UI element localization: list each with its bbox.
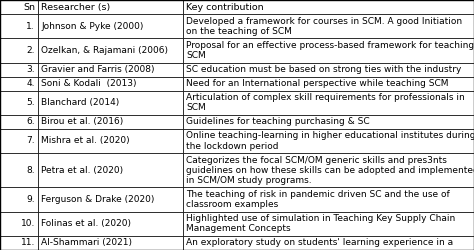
Text: Researcher (s): Researcher (s) [41, 2, 110, 12]
Text: Johnson & Pyke (2000): Johnson & Pyke (2000) [41, 22, 143, 31]
Bar [0, 236, 38, 250]
Text: The teaching of risk in pandemic driven SC and the use of: The teaching of risk in pandemic driven … [186, 190, 450, 199]
Text: Proposal for an effective process-based framework for teaching: Proposal for an effective process-based … [186, 41, 474, 50]
Bar [38, 0, 183, 14]
Bar [38, 76, 183, 90]
Bar [0, 153, 38, 188]
Text: Management Concepts: Management Concepts [186, 224, 291, 234]
Text: 4.: 4. [27, 79, 35, 88]
Text: classroom examples: classroom examples [186, 200, 278, 209]
Text: 8.: 8. [27, 166, 35, 175]
Text: Al-Shammari (2021): Al-Shammari (2021) [41, 238, 132, 248]
Text: Blanchard (2014): Blanchard (2014) [41, 98, 119, 107]
Text: An exploratory study on students' learning experience in a: An exploratory study on students' learni… [186, 238, 453, 248]
Text: 11.: 11. [21, 238, 35, 248]
Bar [38, 236, 183, 250]
Bar [38, 38, 183, 62]
Bar [38, 153, 183, 188]
Text: 3.: 3. [27, 65, 35, 74]
Text: 2.: 2. [27, 46, 35, 55]
Text: Ferguson & Drake (2020): Ferguson & Drake (2020) [41, 195, 155, 204]
Bar [38, 115, 183, 129]
Text: 7.: 7. [27, 136, 35, 145]
Text: Guidelines for teaching purchasing & SC: Guidelines for teaching purchasing & SC [186, 117, 370, 126]
Bar [38, 62, 183, 76]
Text: Ozelkan, & Rajamani (2006): Ozelkan, & Rajamani (2006) [41, 46, 168, 55]
Text: SC education must be based on strong ties with the industry: SC education must be based on strong tie… [186, 65, 461, 74]
Text: Sn: Sn [23, 2, 35, 12]
Text: 10.: 10. [21, 219, 35, 228]
Bar [0, 0, 38, 14]
Bar [0, 62, 38, 76]
Bar [183, 212, 474, 236]
Bar [183, 90, 474, 115]
Bar [183, 115, 474, 129]
Text: Online teaching-learning in higher educational institutes during: Online teaching-learning in higher educa… [186, 132, 474, 140]
Bar [183, 14, 474, 38]
Text: Petra et al. (2020): Petra et al. (2020) [41, 166, 123, 175]
Text: 6.: 6. [27, 117, 35, 126]
Bar [183, 188, 474, 212]
Bar [38, 90, 183, 115]
Bar [38, 188, 183, 212]
Bar [183, 62, 474, 76]
Bar [183, 153, 474, 188]
Bar [0, 115, 38, 129]
Bar [0, 14, 38, 38]
Text: Developed a framework for courses in SCM. A good Initiation: Developed a framework for courses in SCM… [186, 16, 462, 26]
Bar [183, 0, 474, 14]
Text: Highlighted use of simulation in Teaching Key Supply Chain: Highlighted use of simulation in Teachin… [186, 214, 455, 223]
Text: 5.: 5. [27, 98, 35, 107]
Bar [0, 90, 38, 115]
Text: 9.: 9. [27, 195, 35, 204]
Text: guidelines on how these skills can be adopted and implemented: guidelines on how these skills can be ad… [186, 166, 474, 175]
Bar [183, 38, 474, 62]
Text: Key contribution: Key contribution [186, 2, 264, 12]
Text: Folinas et al. (2020): Folinas et al. (2020) [41, 219, 131, 228]
Bar [0, 129, 38, 153]
Bar [38, 212, 183, 236]
Text: Mishra et al. (2020): Mishra et al. (2020) [41, 136, 129, 145]
Bar [183, 236, 474, 250]
Bar [38, 129, 183, 153]
Text: the lockdown period: the lockdown period [186, 142, 279, 150]
Bar [183, 76, 474, 90]
Text: Need for an International perspective while teaching SCM: Need for an International perspective wh… [186, 79, 448, 88]
Text: Gravier and Farris (2008): Gravier and Farris (2008) [41, 65, 155, 74]
Text: on the teaching of SCM: on the teaching of SCM [186, 27, 292, 36]
Text: Birou et al. (2016): Birou et al. (2016) [41, 117, 123, 126]
Bar [0, 188, 38, 212]
Text: SCM: SCM [186, 51, 206, 60]
Text: Categorizes the focal SCM/OM generic skills and pres3nts: Categorizes the focal SCM/OM generic ski… [186, 156, 447, 165]
Bar [0, 212, 38, 236]
Text: SCM: SCM [186, 103, 206, 112]
Bar [183, 129, 474, 153]
Text: 1.: 1. [27, 22, 35, 31]
Bar [0, 76, 38, 90]
Text: in SCM/OM study programs.: in SCM/OM study programs. [186, 176, 311, 185]
Bar [38, 14, 183, 38]
Bar [0, 38, 38, 62]
Text: Articulation of complex skill requirements for professionals in: Articulation of complex skill requiremen… [186, 93, 465, 102]
Text: Soni & Kodali  (2013): Soni & Kodali (2013) [41, 79, 137, 88]
